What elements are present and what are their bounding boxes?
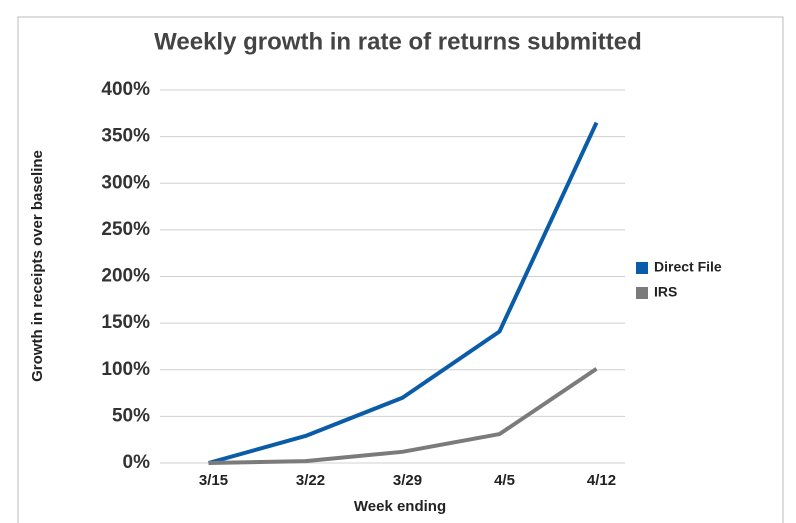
x-tick-label: 4/5	[494, 472, 515, 489]
series-line	[207, 121, 599, 465]
legend-swatch	[636, 287, 648, 299]
y-tick-label: 0%	[123, 452, 151, 473]
y-tick-label: 50%	[112, 405, 150, 426]
legend-label: Direct File	[654, 259, 722, 275]
chart-title: Weekly growth in rate of returns submitt…	[154, 28, 642, 55]
chart-frame	[17, 16, 784, 523]
x-tick-label: 4/12	[587, 472, 616, 489]
y-tick-label: 250%	[101, 219, 150, 240]
y-tick-label: 100%	[101, 359, 150, 380]
legend-swatch	[636, 262, 648, 274]
y-tick-label: 350%	[101, 126, 150, 147]
y-tick-label: 200%	[101, 266, 150, 287]
legend-label: IRS	[654, 284, 677, 300]
x-axis-label: Week ending	[354, 498, 446, 515]
y-tick-label: 300%	[101, 172, 150, 193]
x-tick-label: 3/29	[393, 472, 422, 489]
y-axis-label: Growth in receipts over baseline	[29, 150, 46, 382]
y-tick-label: 150%	[101, 312, 150, 333]
x-tick-label: 3/22	[296, 472, 325, 489]
x-tick-label: 3/15	[199, 472, 228, 489]
series-line	[208, 367, 598, 465]
y-tick-label: 400%	[101, 79, 150, 100]
